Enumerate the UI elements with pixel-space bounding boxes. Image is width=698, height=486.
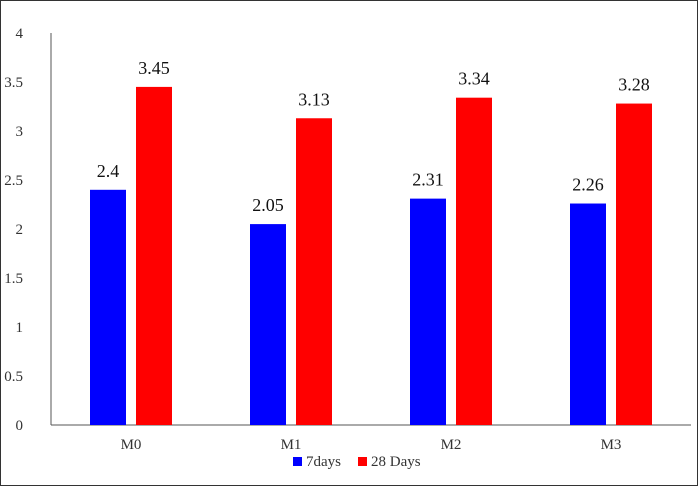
- data-label: 3.28: [618, 75, 650, 95]
- data-label: 3.13: [298, 89, 330, 109]
- data-label: 3.45: [138, 58, 170, 78]
- data-label: 3.34: [458, 69, 490, 89]
- y-tick-label: 2: [16, 222, 24, 238]
- legend-swatch: [358, 457, 367, 466]
- legend-label: 28 Days: [371, 454, 421, 470]
- y-tick-label: 1.5: [4, 271, 23, 287]
- y-tick-label: 4: [16, 26, 24, 42]
- data-labels: 2.4 3.45 2.05 3.13 2.31 3.34 2.26 3.28: [97, 58, 650, 215]
- data-label: 2.26: [572, 175, 604, 195]
- y-axis: 0 0.5 1 1.5 2 2.5 3 3.5 4: [4, 26, 52, 434]
- legend-swatch: [293, 457, 302, 466]
- y-tick-label: 1: [16, 320, 24, 336]
- x-tick-label: M1: [281, 437, 302, 453]
- bar-m3-28days: [616, 103, 652, 425]
- bars: [90, 86, 652, 426]
- bar-m1-7days: [250, 224, 286, 425]
- x-axis: M0 M1 M2 M3: [51, 424, 691, 453]
- data-label: 2.31: [412, 170, 444, 190]
- x-tick-label: M2: [441, 437, 462, 453]
- data-label: 2.05: [252, 195, 284, 215]
- x-tick-label: M3: [601, 437, 622, 453]
- y-tick-label: 2.5: [4, 173, 23, 189]
- y-tick-label: 0.5: [4, 369, 23, 385]
- y-tick-label: 0: [16, 418, 24, 434]
- legend-label: 7days: [306, 454, 341, 470]
- y-tick-label: 3: [16, 124, 24, 140]
- bar-m0-7days: [90, 189, 126, 425]
- data-label: 2.4: [97, 161, 120, 181]
- bar-m0-28days: [136, 86, 172, 426]
- y-tick-label: 3.5: [4, 75, 23, 91]
- bar-m2-7days: [410, 198, 446, 425]
- x-tick-label: M0: [121, 437, 142, 453]
- bar-m1-28days: [296, 118, 332, 425]
- bar-m2-28days: [456, 97, 492, 426]
- legend: 7days 28 Days: [293, 454, 421, 470]
- bar-m3-7days: [570, 203, 606, 425]
